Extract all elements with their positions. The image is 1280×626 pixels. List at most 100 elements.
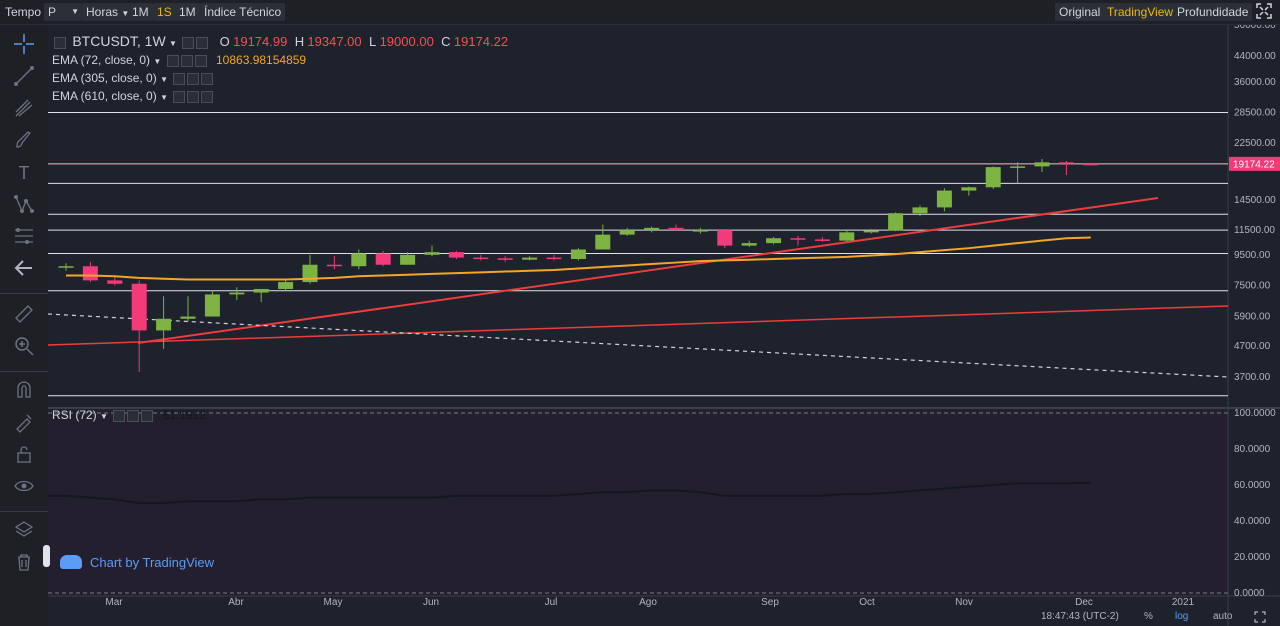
candle-body xyxy=(229,292,245,295)
candle-body xyxy=(424,252,440,255)
top-toolbar: Tempo P ▼ Horas ▼ 1M 1S 1M Índice Técnic… xyxy=(0,0,1280,25)
price-tick-label: 14500.00 xyxy=(1234,195,1276,206)
gear-icon[interactable] xyxy=(187,90,200,103)
view-tradingview-button[interactable]: TradingView xyxy=(1103,3,1178,21)
chevron-down-icon[interactable]: ▼ xyxy=(100,412,108,421)
candle-body xyxy=(497,258,513,260)
timeframe-1s-button[interactable]: 1S xyxy=(153,3,176,21)
time-tick-label: Oct xyxy=(859,597,875,608)
auto-scale-button[interactable]: auto xyxy=(1213,611,1233,622)
log-scale-button[interactable]: log xyxy=(1175,611,1189,622)
chevron-down-icon[interactable]: ▼ xyxy=(153,57,162,66)
toolbar-divider xyxy=(0,371,48,372)
candle-body xyxy=(888,213,904,231)
close-icon[interactable] xyxy=(201,72,214,85)
fib-levels-icon[interactable] xyxy=(12,225,36,249)
eye-icon[interactable] xyxy=(173,90,186,103)
price-chart[interactable]: 56000.00 44000.00 36000.00 28500.00 22500.00… xyxy=(48,25,1280,626)
chevron-down-icon[interactable]: ▼ xyxy=(160,93,168,102)
close-icon[interactable] xyxy=(201,90,214,103)
magnet-icon[interactable] xyxy=(12,379,36,403)
eye-icon[interactable] xyxy=(113,409,126,422)
back-arrow-icon[interactable] xyxy=(12,257,36,281)
crosshair-icon[interactable] xyxy=(12,33,36,57)
timeframe-1m-button[interactable]: 1M xyxy=(128,3,153,21)
last-price-tag xyxy=(1229,156,1280,171)
period-select[interactable]: P ▼ xyxy=(44,3,82,21)
rsi-line xyxy=(48,481,1091,504)
settings-icon[interactable] xyxy=(182,36,195,49)
chevron-down-icon[interactable]: ▼ xyxy=(160,75,168,84)
candle-body xyxy=(1034,162,1050,167)
ema72-label: EMA (72, close, 0) xyxy=(52,53,151,67)
price-tick-label: 7500.00 xyxy=(1234,280,1271,291)
high-value: 19347.00 xyxy=(307,34,362,49)
view-depth-button[interactable]: Profundidade xyxy=(1173,3,1253,21)
trash-icon[interactable] xyxy=(12,551,36,575)
low-value: 19000.00 xyxy=(379,34,434,49)
price-tick-label: 28500.00 xyxy=(1234,108,1276,119)
pane-resize-handle[interactable] xyxy=(43,545,50,567)
text-tool-icon[interactable]: T xyxy=(18,163,30,183)
settings-icon[interactable] xyxy=(1254,611,1266,626)
fullscreen-icon[interactable] xyxy=(1256,3,1272,21)
candle-body xyxy=(692,230,708,232)
trend-line-icon[interactable] xyxy=(12,65,36,89)
candle-body xyxy=(644,227,660,231)
candle-body xyxy=(814,239,830,241)
lock-icon[interactable] xyxy=(12,443,36,467)
close-icon[interactable] xyxy=(194,54,207,67)
zoom-icon[interactable] xyxy=(12,335,36,359)
view-original-button[interactable]: Original xyxy=(1055,3,1105,21)
time-tick-label: Sep xyxy=(761,597,779,608)
open-value: 19174.99 xyxy=(233,34,288,49)
tradingview-watermark[interactable]: Chart by TradingView xyxy=(60,549,214,575)
chevron-down-icon[interactable]: ▼ xyxy=(169,39,177,48)
candle-body xyxy=(863,230,879,233)
candle-body xyxy=(82,266,98,281)
trend-line xyxy=(137,197,1159,344)
gear-icon[interactable] xyxy=(187,72,200,85)
indicators-button[interactable]: Índice Técnico xyxy=(200,3,286,21)
candle-body xyxy=(180,316,196,319)
brush-icon[interactable] xyxy=(12,129,36,153)
close-value: 19174.22 xyxy=(453,34,509,49)
collapse-icon[interactable] xyxy=(54,36,66,49)
gear-icon[interactable] xyxy=(127,409,140,422)
tradingview-logo-icon xyxy=(60,555,82,569)
gear-icon[interactable] xyxy=(196,36,209,49)
time-tick-label: 2021 xyxy=(1172,597,1195,608)
candle-body xyxy=(595,234,611,250)
time-tick-label: Mar xyxy=(105,597,123,608)
candle-body xyxy=(400,254,416,265)
candle-body xyxy=(1010,166,1026,168)
eye-icon[interactable] xyxy=(166,54,179,67)
interval-hours-select[interactable]: Horas ▼ xyxy=(82,3,134,21)
lock-drawing-icon[interactable] xyxy=(12,411,36,435)
candle-body xyxy=(570,249,586,259)
gear-icon[interactable] xyxy=(180,54,193,67)
rsi-tick-label: 60.0000 xyxy=(1234,480,1271,491)
rsi-value: 61.1912 xyxy=(162,408,207,422)
price-tick-label: 44000.00 xyxy=(1234,51,1276,62)
candle-body xyxy=(936,190,952,208)
eye-icon[interactable] xyxy=(12,475,36,499)
percent-scale-button[interactable]: % xyxy=(1144,611,1153,622)
candle-body xyxy=(961,187,977,191)
rsi-tick-label: 40.0000 xyxy=(1234,516,1271,527)
price-tick-label: 3700.00 xyxy=(1234,372,1271,383)
tempo-label: Tempo xyxy=(5,5,42,19)
timeframe-1m-b-button[interactable]: 1M xyxy=(175,3,200,21)
rsi-legend: RSI (72) ▼ 61.1912 xyxy=(52,408,206,422)
eye-icon[interactable] xyxy=(173,72,186,85)
pattern-icon[interactable] xyxy=(12,193,36,217)
close-icon[interactable] xyxy=(141,409,154,422)
candle-body xyxy=(1083,163,1099,166)
pitchfork-icon[interactable] xyxy=(12,97,36,121)
chevron-down-icon: ▼ xyxy=(121,9,130,18)
candle-body xyxy=(351,253,367,267)
candle-body xyxy=(448,252,464,258)
candle-body xyxy=(766,238,782,244)
ruler-icon[interactable] xyxy=(12,303,36,327)
layers-icon[interactable] xyxy=(12,519,36,543)
